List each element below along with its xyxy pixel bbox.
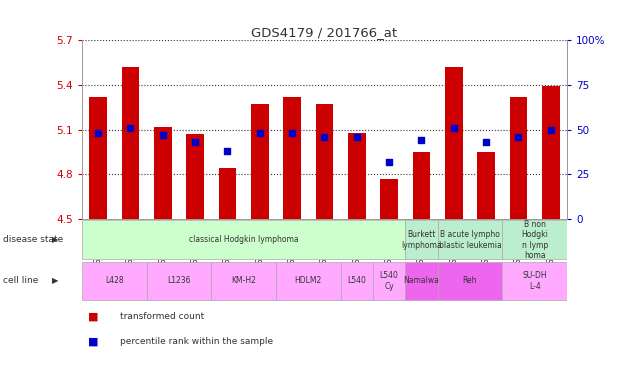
Text: Namalwa: Namalwa [404,276,439,285]
Text: SU-DH
L-4: SU-DH L-4 [522,271,547,291]
Bar [341,262,373,300]
Bar [276,262,341,300]
Bar [147,262,211,300]
Text: percentile rank within the sample: percentile rank within the sample [120,337,273,346]
Title: GDS4179 / 201766_at: GDS4179 / 201766_at [251,26,398,39]
Bar [251,104,268,219]
Text: ■: ■ [88,311,99,321]
Bar [502,262,567,300]
Text: L540
Cy: L540 Cy [380,271,399,291]
Text: KM-H2: KM-H2 [231,276,256,285]
Point [255,130,265,136]
Point [416,137,427,143]
Bar [478,152,495,219]
Text: B acute lympho
blastic leukemia: B acute lympho blastic leukemia [438,230,501,250]
Point [319,134,329,140]
Bar [316,104,333,219]
Point [190,139,200,145]
Bar [284,97,301,219]
Text: HDLM2: HDLM2 [295,276,322,285]
Bar [445,67,462,219]
Point [481,139,491,145]
Bar [348,132,365,219]
Point [287,130,297,136]
Bar [405,262,438,300]
Bar [373,262,405,300]
Text: cell line: cell line [3,276,38,285]
Bar [405,220,438,259]
Point [158,132,168,138]
Text: L428: L428 [105,276,123,285]
Text: classical Hodgkin lymphoma: classical Hodgkin lymphoma [189,235,299,244]
Bar [82,262,147,300]
Bar [211,262,276,300]
Bar [542,86,559,219]
Bar [89,97,107,219]
Text: ■: ■ [88,336,99,346]
Text: disease state: disease state [3,235,64,244]
Text: L540: L540 [347,276,366,285]
Bar [438,262,502,300]
Bar [438,220,502,259]
Point [546,127,556,133]
Point [125,125,135,131]
Text: L1236: L1236 [167,276,191,285]
Text: B non
Hodgki
n lymp
homa: B non Hodgki n lymp homa [521,220,548,260]
Bar [122,67,139,219]
Text: Reh: Reh [462,276,478,285]
Bar [154,127,171,219]
Point [449,125,459,131]
Point [513,134,524,140]
Bar [413,152,430,219]
Bar [82,220,405,259]
Text: ▶: ▶ [52,235,58,244]
Text: Burkett
lymphoma: Burkett lymphoma [401,230,442,250]
Point [384,159,394,165]
Bar [186,134,204,219]
Bar [381,179,398,219]
Text: transformed count: transformed count [120,312,204,321]
Bar [510,97,527,219]
Point [352,134,362,140]
Point [93,130,103,136]
Point [222,148,232,154]
Bar [219,168,236,219]
Text: ▶: ▶ [52,276,58,285]
Bar [502,220,567,259]
